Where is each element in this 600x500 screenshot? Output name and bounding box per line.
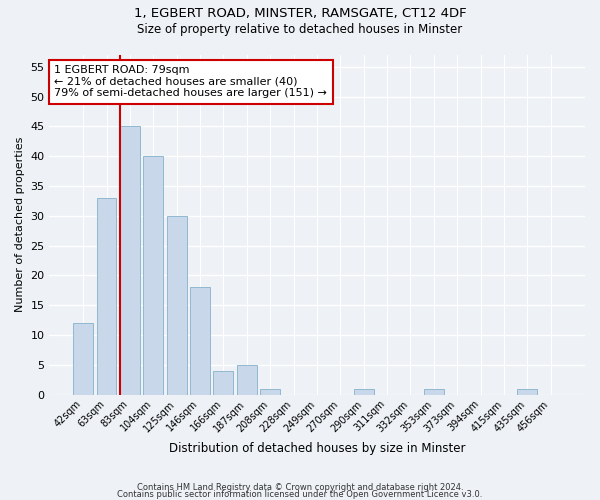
Y-axis label: Number of detached properties: Number of detached properties [15,137,25,312]
Text: Size of property relative to detached houses in Minster: Size of property relative to detached ho… [137,22,463,36]
Text: 1, EGBERT ROAD, MINSTER, RAMSGATE, CT12 4DF: 1, EGBERT ROAD, MINSTER, RAMSGATE, CT12 … [134,8,466,20]
Bar [517,388,537,394]
Bar [260,388,280,394]
Bar [190,288,210,395]
Bar [143,156,163,394]
Bar [167,216,187,394]
Bar [237,365,257,394]
Bar [214,371,233,394]
Bar [354,388,374,394]
Text: Contains public sector information licensed under the Open Government Licence v3: Contains public sector information licen… [118,490,482,499]
Bar [73,323,93,394]
Bar [424,388,444,394]
Text: 1 EGBERT ROAD: 79sqm
← 21% of detached houses are smaller (40)
79% of semi-detac: 1 EGBERT ROAD: 79sqm ← 21% of detached h… [54,65,327,98]
Bar [97,198,116,394]
Text: Contains HM Land Registry data © Crown copyright and database right 2024.: Contains HM Land Registry data © Crown c… [137,484,463,492]
Bar [120,126,140,394]
X-axis label: Distribution of detached houses by size in Minster: Distribution of detached houses by size … [169,442,465,455]
